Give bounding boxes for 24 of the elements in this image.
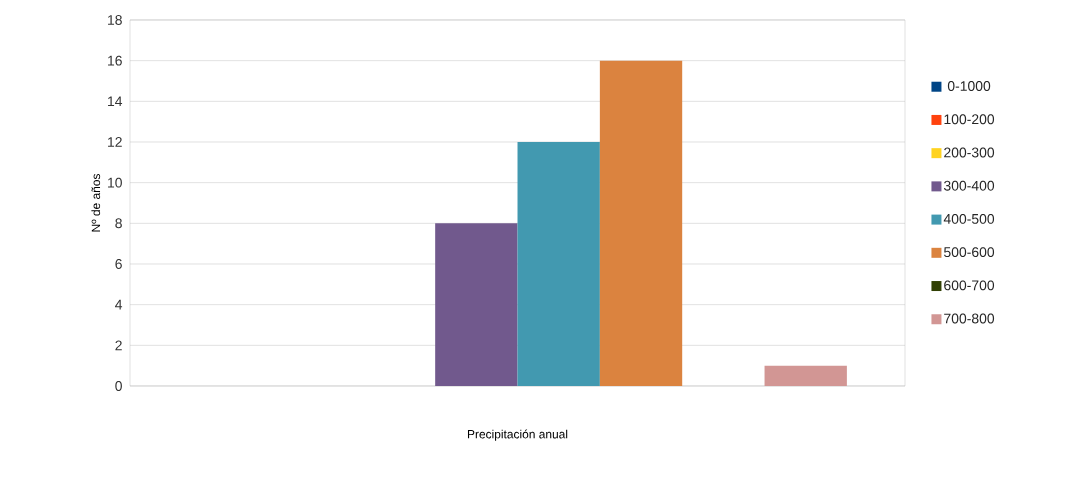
bar [517, 141, 600, 386]
y-tick-label: 2 [115, 340, 122, 351]
y-tick-label: 18 [108, 15, 122, 25]
x-axis-title: Precipitación anual [467, 429, 568, 441]
legend-label: 600-700 [944, 280, 995, 291]
legend-label: 0-1000 [947, 81, 991, 91]
legend-label: 300-400 [943, 180, 995, 191]
y-tick-label: 10 [108, 177, 122, 188]
legend-label: 100-200 [944, 114, 995, 125]
legend-label: 700-800 [944, 313, 995, 324]
y-tick-label: 8 [115, 218, 122, 229]
y-tick-label: 4 [115, 299, 123, 310]
y-tick-label: 6 [115, 259, 122, 269]
y-tick-label: 16 [108, 55, 122, 66]
y-tick-label: 12 [108, 137, 122, 147]
y-tick-label: 14 [108, 96, 123, 107]
bar [764, 365, 847, 386]
legend-label: 400-500 [943, 213, 995, 224]
bar [435, 223, 518, 386]
y-axis-title: Nº de años [91, 174, 101, 232]
y-tick-label: 0 [115, 381, 122, 391]
legend-label: 200-300 [944, 147, 995, 158]
legend-label: 500-600 [944, 247, 995, 258]
bar [599, 60, 683, 386]
